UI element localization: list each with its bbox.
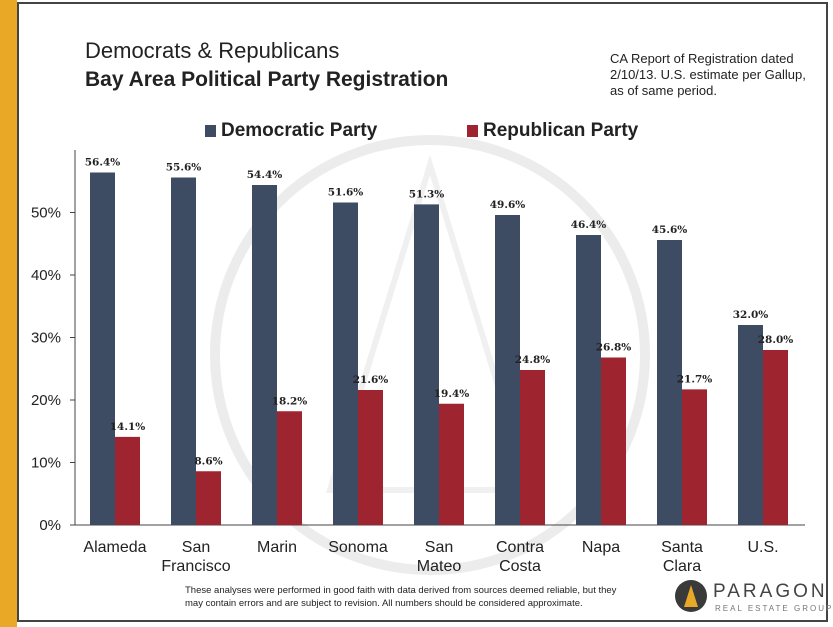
bar-republican <box>520 370 545 525</box>
x-tick-label: Santa <box>661 539 703 556</box>
data-label: 21.6% <box>353 374 389 386</box>
data-label: 56.4% <box>85 157 121 169</box>
disclaimer-text: These analyses were performed in good fa… <box>185 585 617 609</box>
bar-democratic <box>414 204 439 525</box>
data-label: 24.8% <box>515 354 551 366</box>
data-label: 54.4% <box>247 169 283 181</box>
legend-swatch-republican <box>467 125 478 137</box>
x-tick-label: Napa <box>582 539 620 556</box>
logo-tagline: REAL ESTATE GROUP <box>715 604 833 613</box>
y-tick-label: 40% <box>31 267 61 284</box>
bar-democratic <box>252 185 277 525</box>
chart-title: Democrats & Republicans <box>85 38 340 63</box>
legend-label-democratic: Democratic Party <box>221 120 378 141</box>
x-tick-label: Clara <box>663 558 701 575</box>
data-label: 28.0% <box>758 334 794 346</box>
bar-democratic <box>333 202 358 525</box>
source-note: CA Report of Registration dated 2/10/13.… <box>610 51 806 98</box>
x-tick-label: Sonoma <box>328 539 388 556</box>
y-tick-label: 0% <box>39 517 61 534</box>
bar-democratic <box>90 172 115 525</box>
y-tick-label: 30% <box>31 330 61 347</box>
bar-republican <box>763 350 788 525</box>
bar-republican <box>439 403 464 525</box>
x-tick-label: San <box>425 539 453 556</box>
x-tick-label: U.S. <box>747 539 778 556</box>
y-tick-label: 20% <box>31 392 61 409</box>
chart-subtitle: Bay Area Political Party Registration <box>85 68 449 91</box>
bar-democratic <box>657 240 682 525</box>
accent-stripe <box>0 0 17 627</box>
bar-democratic <box>576 235 601 525</box>
x-tick-label: Marin <box>257 539 297 556</box>
legend-item-democratic: Democratic Party <box>205 120 377 142</box>
bar-republican <box>358 390 383 525</box>
bar-republican <box>277 411 302 525</box>
legend-swatch-democratic <box>205 125 216 137</box>
watermark-ring <box>210 135 650 575</box>
x-tick-label: Mateo <box>417 558 462 575</box>
data-label: 45.6% <box>652 224 688 236</box>
x-tick-label: Contra <box>496 539 544 556</box>
data-label: 14.1% <box>110 421 146 433</box>
data-label: 26.8% <box>596 342 632 354</box>
bar-democratic <box>495 215 520 525</box>
y-tick-label: 10% <box>31 455 61 472</box>
bar-republican <box>601 357 626 525</box>
data-label: 51.3% <box>409 188 445 200</box>
bar-democratic <box>738 325 763 525</box>
data-label: 49.6% <box>490 199 526 211</box>
x-tick-label: Francisco <box>161 558 230 575</box>
data-label: 21.7% <box>677 373 713 385</box>
logo-icon <box>675 580 707 612</box>
y-tick-label: 50% <box>31 205 61 222</box>
data-label: 18.2% <box>272 395 308 407</box>
data-label: 8.6% <box>194 455 222 467</box>
logo-name: PARAGON <box>713 581 828 602</box>
paragon-logo: PARAGON REAL ESTATE GROUP <box>675 580 831 620</box>
data-label: 46.4% <box>571 219 607 231</box>
legend-item-republican: Republican Party <box>467 120 638 142</box>
data-label: 32.0% <box>733 309 769 321</box>
x-tick-label: Costa <box>499 558 541 575</box>
data-label: 55.6% <box>166 162 202 174</box>
x-tick-label: San <box>182 539 210 556</box>
legend-label-republican: Republican Party <box>483 120 639 141</box>
bar-democratic <box>171 177 196 525</box>
data-label: 19.4% <box>434 388 470 400</box>
data-label: 51.6% <box>328 187 364 199</box>
bar-republican <box>196 471 221 525</box>
bar-republican <box>115 436 140 525</box>
bar-republican <box>682 389 707 525</box>
x-tick-label: Alameda <box>83 539 146 556</box>
